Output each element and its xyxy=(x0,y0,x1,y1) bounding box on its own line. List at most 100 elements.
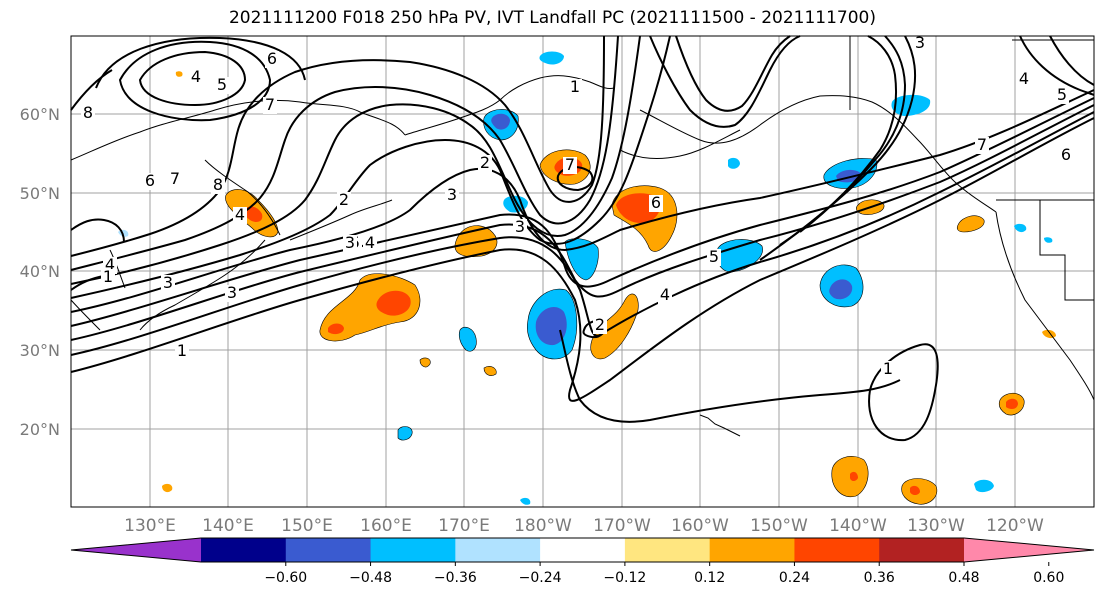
contour-label-bg xyxy=(445,187,459,204)
colorbar-segment xyxy=(370,538,456,562)
ivt-positive-core xyxy=(1006,398,1018,409)
contour-label: 8 xyxy=(213,175,223,194)
contour-label: 4 xyxy=(1019,69,1029,88)
lon-label: 160°E xyxy=(360,516,412,536)
kuril-islands xyxy=(289,199,393,241)
lon-label: 180°W xyxy=(514,516,572,536)
contour-label: 6 xyxy=(267,49,277,68)
colorbar-tick-label: −0.48 xyxy=(349,570,392,586)
pv-contour-4 xyxy=(70,97,1095,327)
contour-label-bg xyxy=(343,235,357,252)
lon-label: 170°E xyxy=(438,516,490,536)
us-state-borders xyxy=(1039,200,1094,301)
china-coastline xyxy=(70,299,101,331)
contour-label-bg xyxy=(1055,87,1069,104)
pv-contour-20 xyxy=(70,69,113,111)
contour-label: 1 xyxy=(177,341,187,360)
colorbar-tick-label: 0.48 xyxy=(948,570,979,586)
ivt-negative-region xyxy=(974,479,994,493)
graticule xyxy=(71,36,1094,507)
contour-label-bg xyxy=(337,192,351,209)
ivt-negative-core xyxy=(535,307,567,346)
contour-label: 3 xyxy=(163,273,173,292)
latitude-labels: 60°N 50°N 40°N 30°N 20°N xyxy=(20,105,60,439)
pv-contour-9 xyxy=(70,35,605,257)
contour-label-bg xyxy=(568,79,582,96)
contour-label: 2 xyxy=(480,153,490,172)
contour-label-bg xyxy=(265,51,279,68)
colorbar-tick-label: 0.36 xyxy=(864,570,895,586)
colorbar-tick-label: −0.12 xyxy=(603,570,646,586)
lon-label: 140°W xyxy=(829,516,887,536)
lon-label: 130°W xyxy=(907,516,965,536)
hawaii-islands xyxy=(699,414,741,437)
ivt-positive-core xyxy=(243,206,263,222)
pv-contour-1 xyxy=(70,117,1095,402)
lat-label: 50°N xyxy=(20,184,60,203)
contour-label-bg xyxy=(707,249,721,266)
contour-label: 2 xyxy=(339,190,349,209)
contour-label-bg xyxy=(143,173,157,190)
ivt-positive-region xyxy=(319,273,421,342)
lon-label: 150°E xyxy=(281,516,333,536)
pv-contour-15 xyxy=(559,329,901,423)
contour-label: 5 xyxy=(217,75,227,94)
ivt-negative-region xyxy=(503,195,528,213)
pv-contour-5 xyxy=(70,89,1095,313)
contour-label: 7 xyxy=(565,155,575,174)
contour-label-bg xyxy=(189,69,203,86)
pv-contour-11 xyxy=(675,35,791,112)
ivt-positive-region xyxy=(831,456,869,498)
contour-label-bg xyxy=(263,97,277,114)
contour-label-bg xyxy=(563,157,577,174)
contour-label-bg xyxy=(101,269,115,286)
ivt-positive-core xyxy=(376,290,411,316)
contour-label: 7 xyxy=(265,95,275,114)
pv-contour-10 xyxy=(649,35,801,128)
colorbar-segment xyxy=(794,538,880,562)
contour-label-bg xyxy=(168,171,182,188)
ivt-negative-core xyxy=(491,113,510,130)
colorbar-segment xyxy=(540,538,626,562)
ivt-positive-region xyxy=(162,483,173,493)
pv-contour-16 xyxy=(868,343,939,442)
ivt-positive-core xyxy=(328,323,344,335)
contour-label: 1 xyxy=(883,359,893,378)
na-west-coastline xyxy=(995,211,1095,401)
contour-label: 6 xyxy=(651,193,661,212)
contour-label: 3 xyxy=(447,185,457,204)
pv-contour-7 xyxy=(70,35,641,285)
contour-label: 1 xyxy=(570,77,580,96)
ivt-positive-region xyxy=(483,366,497,376)
contour-labels: 456786781231345423176543456721343 xyxy=(81,33,1073,378)
contour-label: 2 xyxy=(595,315,605,334)
ivt-positive-region xyxy=(419,357,431,368)
colorbar-outline xyxy=(70,537,1095,563)
colorbar-segment xyxy=(624,538,711,562)
coastlines xyxy=(70,36,1095,437)
pv-contour-8 xyxy=(70,35,619,271)
colorbar: −0.60 −0.48 −0.36 −0.24 −0.12 0.12 0.24 0.36 0.4… xyxy=(70,537,1095,586)
pv-contour-2 xyxy=(70,111,1095,356)
lon-label: 120°W xyxy=(986,516,1044,536)
colorbar-tick-label: 0.12 xyxy=(694,570,725,586)
contour-label: 3 xyxy=(227,283,237,302)
pv-contour-19 xyxy=(95,36,306,89)
contour-label: 1 xyxy=(103,267,113,286)
contour-label-bg xyxy=(161,275,175,292)
pv-contour-6 xyxy=(70,35,671,299)
pv-contour-3 xyxy=(70,104,1095,341)
contour-label-bg xyxy=(81,105,95,122)
contour-label-bg xyxy=(215,77,229,94)
ivt-positive-region xyxy=(956,215,985,233)
pv-contours xyxy=(70,35,1095,442)
contour-label-bg xyxy=(593,317,607,334)
longitude-labels: 130°E 140°E 150°E 160°E 170°E 180°W 170°… xyxy=(124,516,1044,536)
colorbar-tick-label: 0.60 xyxy=(1033,570,1064,586)
colorbar-segment xyxy=(879,538,965,562)
colorbar-tick-label: 0.24 xyxy=(779,570,810,586)
pv-contour-18 xyxy=(118,40,272,122)
lat-label: 30°N xyxy=(20,341,60,360)
ivt-negative-core xyxy=(829,279,853,300)
